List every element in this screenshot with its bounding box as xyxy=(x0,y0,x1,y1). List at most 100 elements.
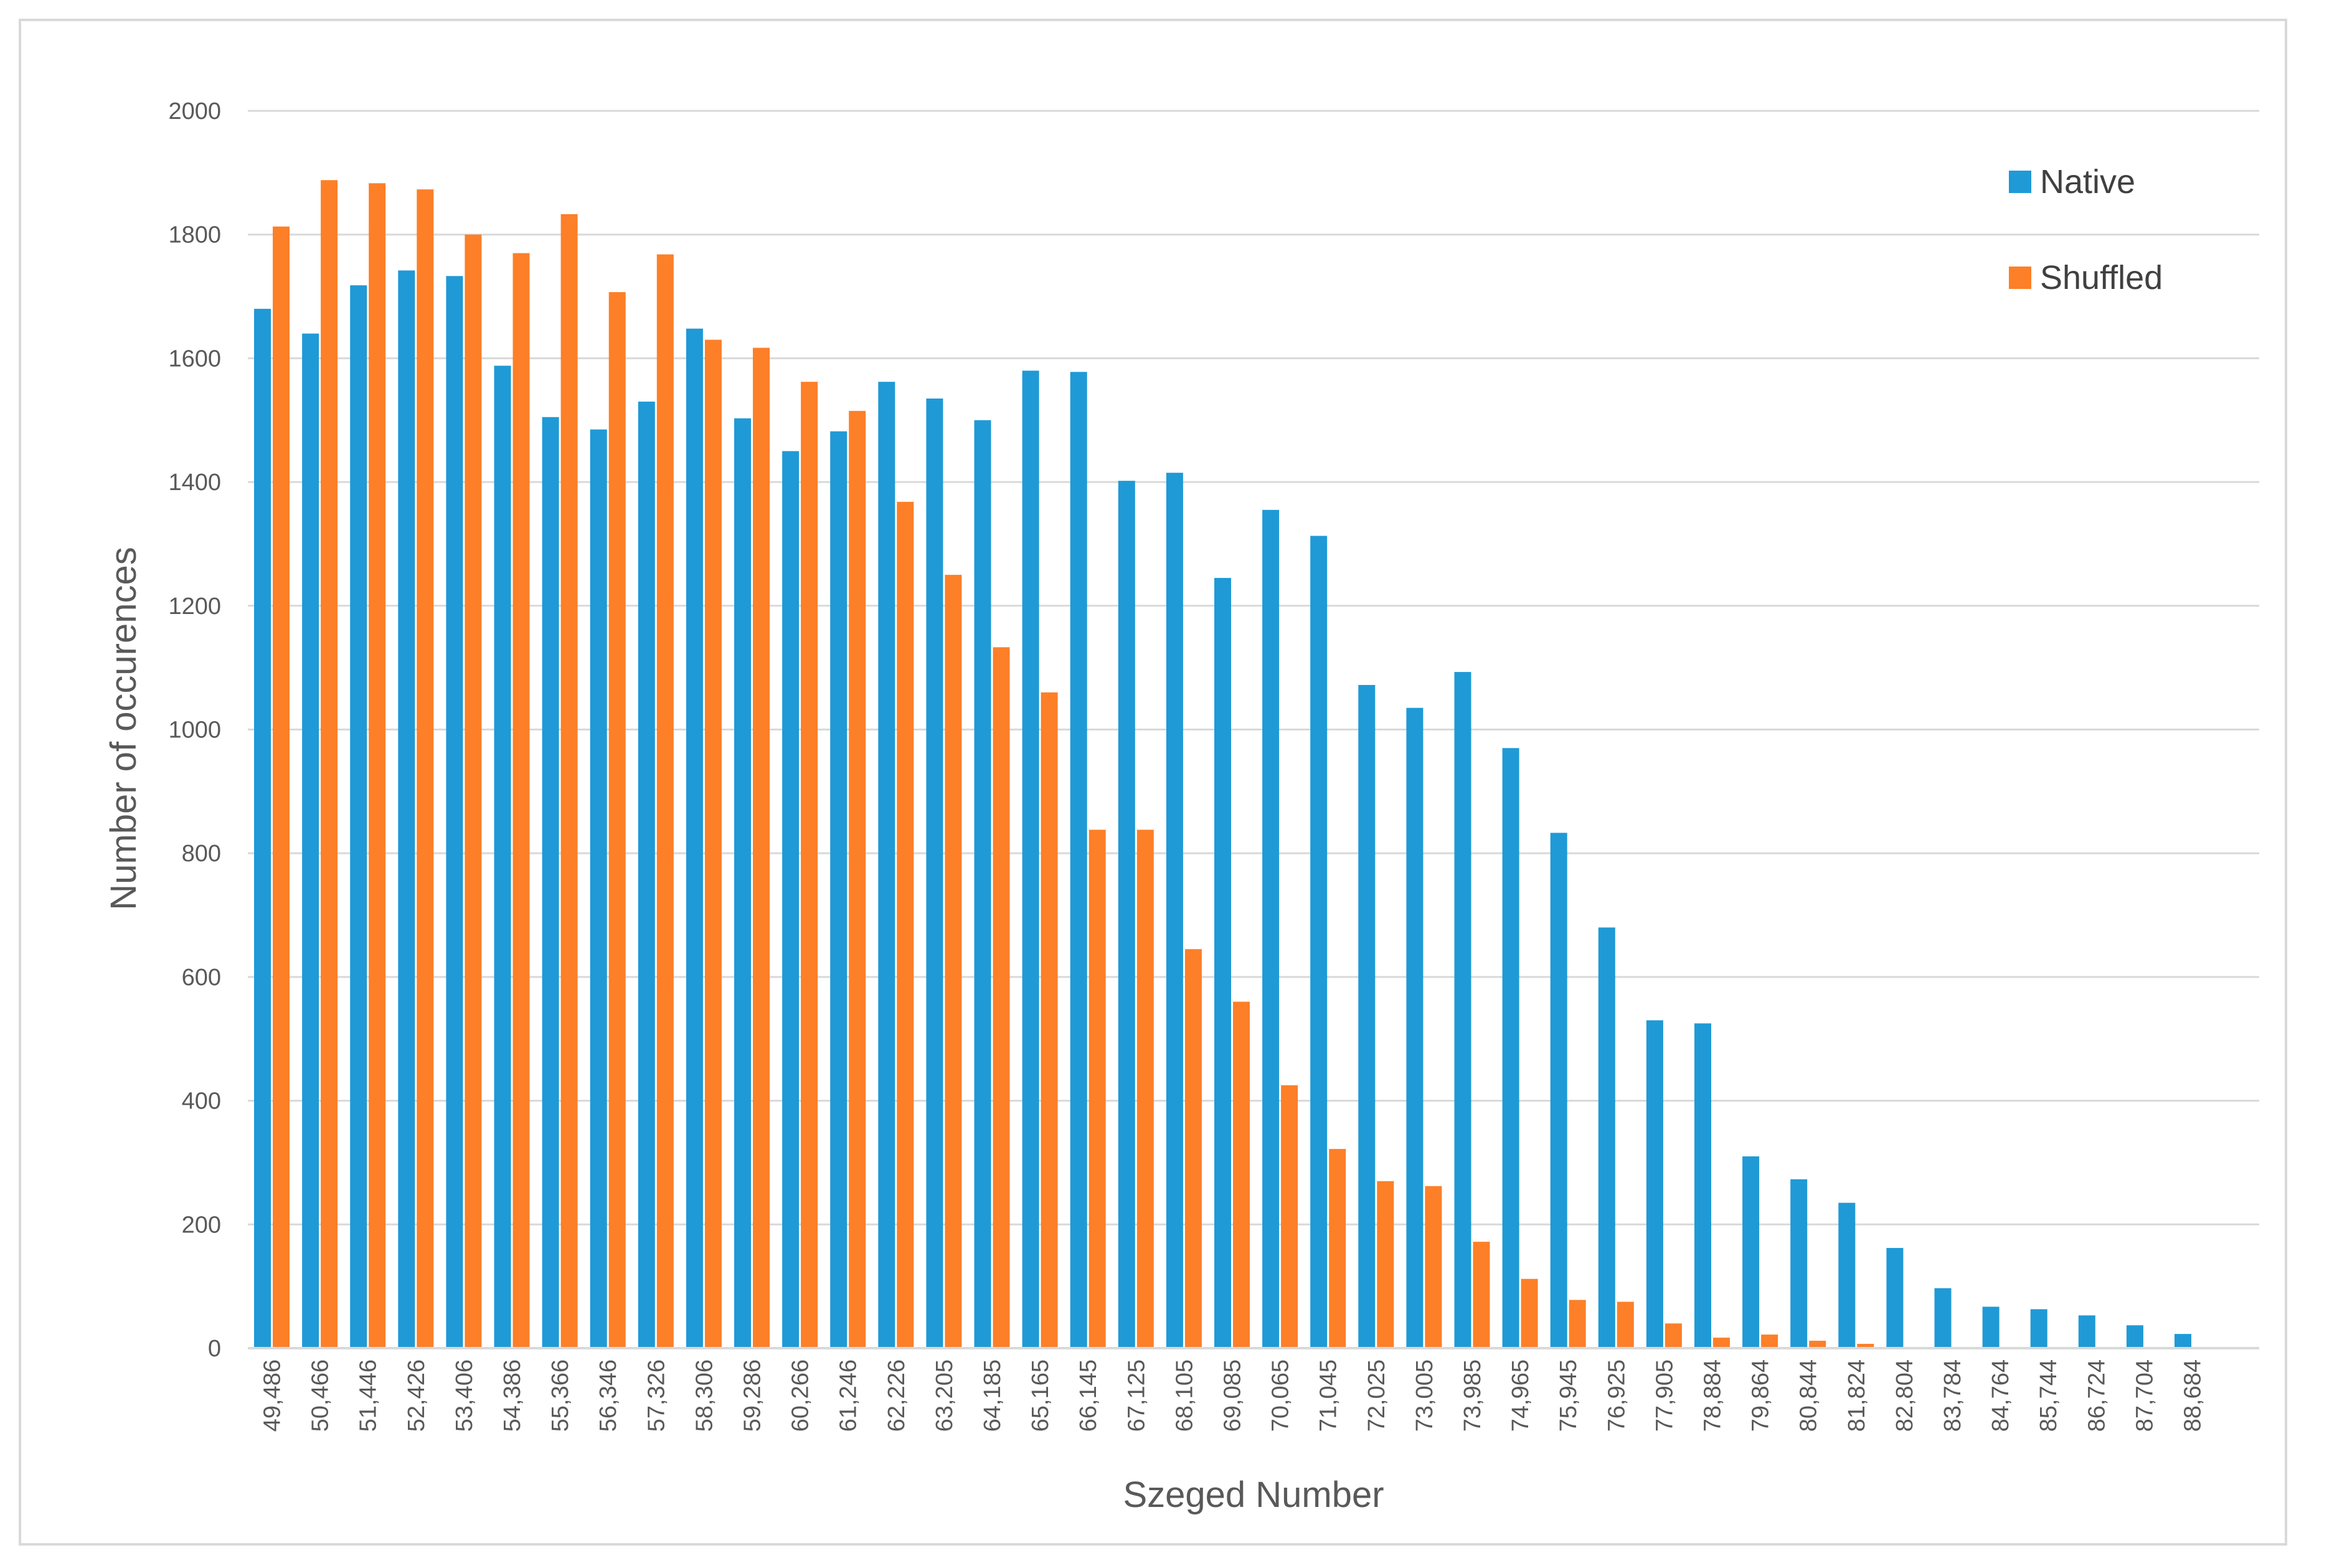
x-tick-label: 81,824 xyxy=(1844,1359,1870,1432)
bar-native-33 xyxy=(1838,1203,1855,1348)
bar-native-26 xyxy=(1503,748,1519,1348)
x-tick-label: 60,266 xyxy=(788,1359,814,1432)
bars xyxy=(254,180,2191,1348)
bar-shuffled-8 xyxy=(657,254,674,1348)
bar-shuffled-2 xyxy=(369,183,385,1348)
bar-native-14 xyxy=(926,399,943,1348)
bar-native-0 xyxy=(254,309,271,1348)
bar-shuffled-28 xyxy=(1617,1301,1634,1348)
bar-shuffled-19 xyxy=(1185,949,1202,1348)
x-tick-label: 83,784 xyxy=(1940,1359,1966,1432)
bar-native-19 xyxy=(1166,473,1183,1348)
y-axis-ticks: 0 200 400 600 800 1000 1200 1400 1600 1800 2000 xyxy=(168,98,221,1362)
x-tick-label: 74,965 xyxy=(1508,1359,1534,1432)
bar-shuffled-1 xyxy=(321,180,338,1348)
x-axis-title: Szeged Number xyxy=(1123,1475,1384,1515)
bar-shuffled-16 xyxy=(1041,692,1058,1348)
y-tick-label: 1600 xyxy=(168,346,221,372)
bar-native-29 xyxy=(1646,1020,1663,1348)
y-tick-label: 1200 xyxy=(168,593,221,620)
bar-shuffled-30 xyxy=(1713,1338,1730,1348)
x-tick-label: 61,246 xyxy=(836,1359,862,1432)
x-tick-label: 71,045 xyxy=(1316,1359,1342,1432)
x-tick-label: 56,346 xyxy=(595,1359,621,1432)
bar-native-30 xyxy=(1694,1023,1711,1348)
x-tick-label: 65,165 xyxy=(1027,1359,1054,1432)
bar-shuffled-23 xyxy=(1377,1181,1394,1348)
bar-shuffled-20 xyxy=(1233,1002,1250,1348)
bar-shuffled-3 xyxy=(417,189,433,1348)
y-tick-label: 2000 xyxy=(168,98,221,125)
bar-native-6 xyxy=(542,417,559,1348)
bar-native-35 xyxy=(1935,1288,1952,1348)
bar-native-24 xyxy=(1406,708,1423,1348)
x-tick-label: 68,105 xyxy=(1171,1359,1197,1432)
bar-native-23 xyxy=(1358,685,1375,1348)
bar-native-12 xyxy=(830,432,847,1348)
bar-shuffled-5 xyxy=(513,253,530,1348)
bar-shuffled-6 xyxy=(561,214,578,1348)
bar-shuffled-0 xyxy=(273,227,290,1348)
x-tick-label: 63,205 xyxy=(932,1359,958,1432)
x-tick-label: 73,985 xyxy=(1460,1359,1486,1432)
bar-native-27 xyxy=(1551,833,1567,1348)
x-tick-label: 50,466 xyxy=(308,1359,334,1432)
bar-shuffled-25 xyxy=(1473,1242,1490,1348)
y-axis-title: Number of occurences xyxy=(103,547,144,910)
x-tick-label: 52,426 xyxy=(404,1359,430,1432)
x-tick-label: 79,864 xyxy=(1748,1359,1774,1432)
bar-native-17 xyxy=(1070,372,1087,1348)
bar-native-25 xyxy=(1455,672,1471,1348)
x-tick-label: 54,386 xyxy=(499,1359,526,1432)
x-tick-label: 77,905 xyxy=(1651,1359,1678,1432)
legend: Native Shuffled xyxy=(2009,163,2163,296)
bar-shuffled-26 xyxy=(1521,1279,1538,1348)
y-tick-label: 400 xyxy=(182,1089,221,1115)
x-tick-label: 70,065 xyxy=(1268,1359,1294,1432)
x-tick-label: 75,945 xyxy=(1556,1359,1582,1432)
bar-shuffled-24 xyxy=(1425,1186,1442,1348)
bar-native-16 xyxy=(1022,371,1039,1348)
x-tick-label: 66,145 xyxy=(1075,1359,1102,1432)
bar-native-20 xyxy=(1214,578,1231,1348)
y-tick-label: 600 xyxy=(182,965,221,991)
bar-shuffled-22 xyxy=(1329,1149,1346,1348)
y-tick-label: 800 xyxy=(182,841,221,867)
bar-native-8 xyxy=(638,402,655,1348)
bar-native-39 xyxy=(2127,1325,2143,1348)
bar-native-5 xyxy=(494,366,511,1348)
x-tick-label: 69,085 xyxy=(1220,1359,1246,1432)
bar-shuffled-17 xyxy=(1089,829,1106,1348)
bar-shuffled-7 xyxy=(609,292,626,1348)
bar-native-31 xyxy=(1742,1156,1759,1348)
bar-native-10 xyxy=(734,418,751,1348)
x-tick-label: 72,025 xyxy=(1364,1359,1390,1432)
bar-shuffled-13 xyxy=(897,502,914,1348)
x-tick-label: 67,125 xyxy=(1123,1359,1150,1432)
y-tick-label: 0 xyxy=(208,1336,221,1362)
x-tick-label: 57,326 xyxy=(643,1359,669,1432)
bar-shuffled-9 xyxy=(705,340,722,1348)
bar-native-1 xyxy=(302,334,319,1348)
x-tick-label: 85,744 xyxy=(2036,1359,2062,1432)
x-tick-label: 80,844 xyxy=(1796,1359,1822,1432)
x-tick-label: 82,804 xyxy=(1892,1359,1918,1432)
x-tick-label: 58,306 xyxy=(691,1359,717,1432)
y-tick-label: 1000 xyxy=(168,717,221,744)
y-tick-label: 200 xyxy=(182,1212,221,1238)
x-tick-label: 84,764 xyxy=(1988,1359,2014,1432)
legend-swatch-native xyxy=(2009,171,2031,193)
bar-native-22 xyxy=(1310,536,1327,1348)
bar-shuffled-4 xyxy=(465,235,481,1348)
legend-label-shuffled: Shuffled xyxy=(2040,259,2163,296)
x-tick-label: 49,486 xyxy=(260,1359,286,1432)
bar-shuffled-14 xyxy=(945,575,961,1348)
x-tick-label: 64,185 xyxy=(980,1359,1006,1432)
bar-native-38 xyxy=(2079,1315,2095,1348)
bar-native-32 xyxy=(1790,1179,1807,1348)
bar-native-40 xyxy=(2175,1334,2191,1348)
bar-shuffled-18 xyxy=(1137,829,1154,1348)
x-tick-label: 51,446 xyxy=(356,1359,382,1432)
bar-shuffled-12 xyxy=(849,411,866,1348)
bar-shuffled-29 xyxy=(1665,1323,1682,1348)
